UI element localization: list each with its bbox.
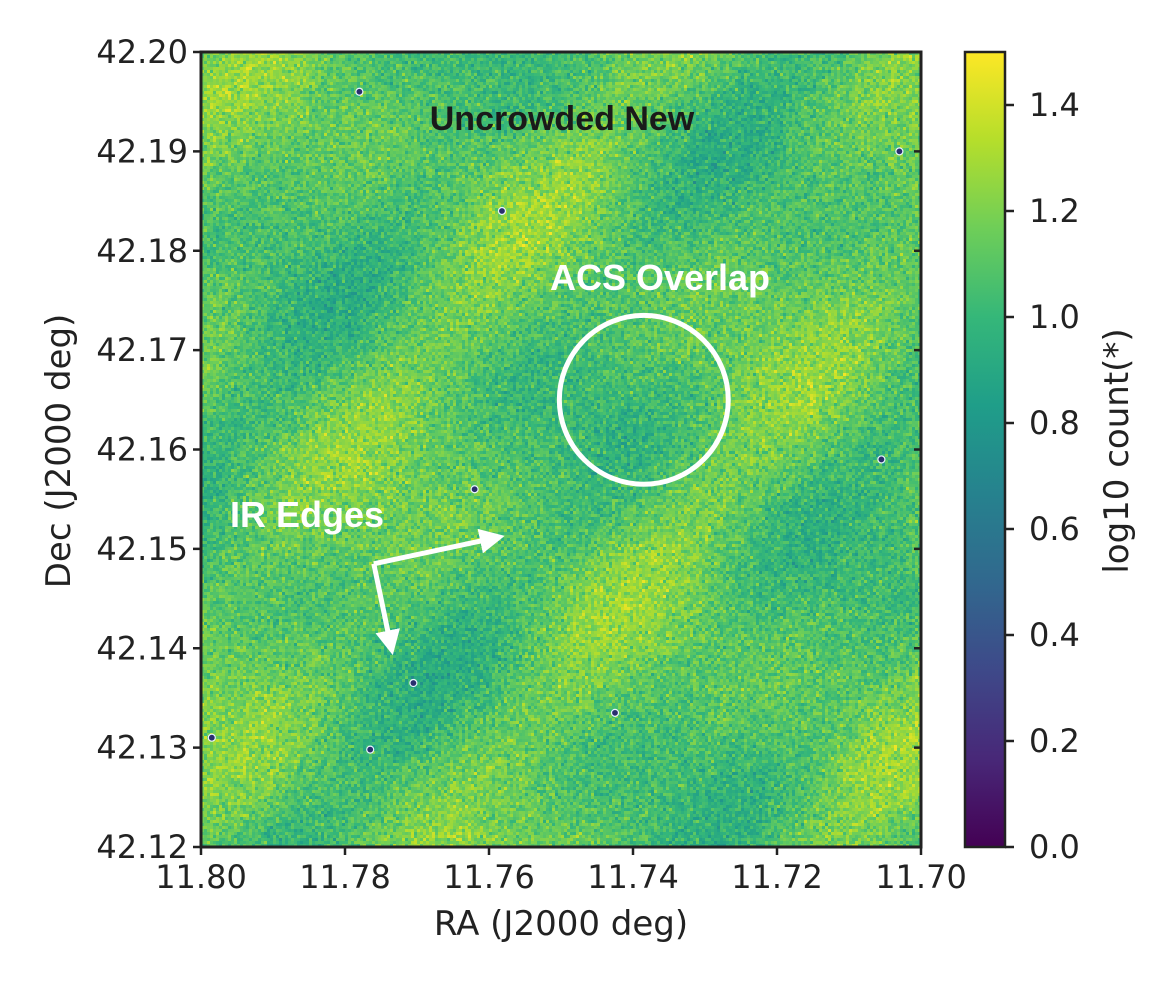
x-tick-label: 11.80 [155,858,247,896]
colorbar-label: log10 count(*) [1097,328,1137,573]
point-source [409,678,418,688]
colorbar-tick-label: 1.2 [1029,192,1080,230]
colorbar-tick-label: 0.8 [1029,404,1080,442]
colorbar-tick-label: 1.4 [1029,86,1080,124]
y-tick-label: 42.20 [96,33,188,71]
x-tick-label: 11.74 [587,858,679,896]
x-tick-label: 11.70 [875,858,967,896]
x-axis-label: RA (J2000 deg) [434,904,688,944]
y-tick-label: 42.13 [96,729,188,767]
x-tick-label: 11.78 [299,858,391,896]
colorbar-tick-label: 0.0 [1029,828,1080,866]
point-source [366,745,375,754]
heatmap-image [201,52,921,847]
point-source [497,206,507,216]
point-source [207,733,216,742]
ir-edges-label: IR Edges [230,494,384,535]
acs-overlap-label: ACS Overlap [550,257,770,298]
colorbar [963,50,1007,849]
point-source [470,485,479,494]
y-axis-label: Dec (J2000 deg) [39,314,79,589]
x-tick-label: 11.72 [731,858,823,896]
ir-edge-arrow-down [371,563,400,656]
y-tick-label: 42.16 [96,431,188,469]
y-tick-label: 42.17 [96,331,188,369]
point-source [610,708,620,717]
point-source [355,87,364,96]
ir-edge-arrow-right [373,528,505,567]
x-tick-label: 11.76 [443,858,535,896]
colorbar-tick-label: 0.6 [1029,510,1080,548]
y-tick-label: 42.18 [96,232,188,270]
colorbar-tick-label: 1.0 [1029,298,1080,336]
point-sources [207,87,904,754]
x-axis-ticks: 11.80 11.78 11.76 11.74 11.72 11.70 [155,847,967,896]
y-tick-label: 42.12 [96,828,188,866]
panel-title: Uncrowded New [430,100,695,138]
y-tick-label: 42.19 [96,132,188,170]
y-tick-label: 42.14 [96,629,188,667]
y-tick-label: 42.15 [96,530,188,568]
acs-overlap-circle [556,312,731,487]
colorbar-ticks: 0.0 0.2 0.4 0.6 0.8 1.0 1.2 1.4 [1005,86,1080,866]
colorbar-tick-label: 0.4 [1029,616,1080,654]
colorbar-tick-label: 0.2 [1029,722,1080,760]
point-source [877,455,886,464]
y-axis-ticks: 42.12 42.13 42.14 42.15 42.16 42.17 42.18 42.19… [96,33,921,866]
point-source [895,147,904,156]
